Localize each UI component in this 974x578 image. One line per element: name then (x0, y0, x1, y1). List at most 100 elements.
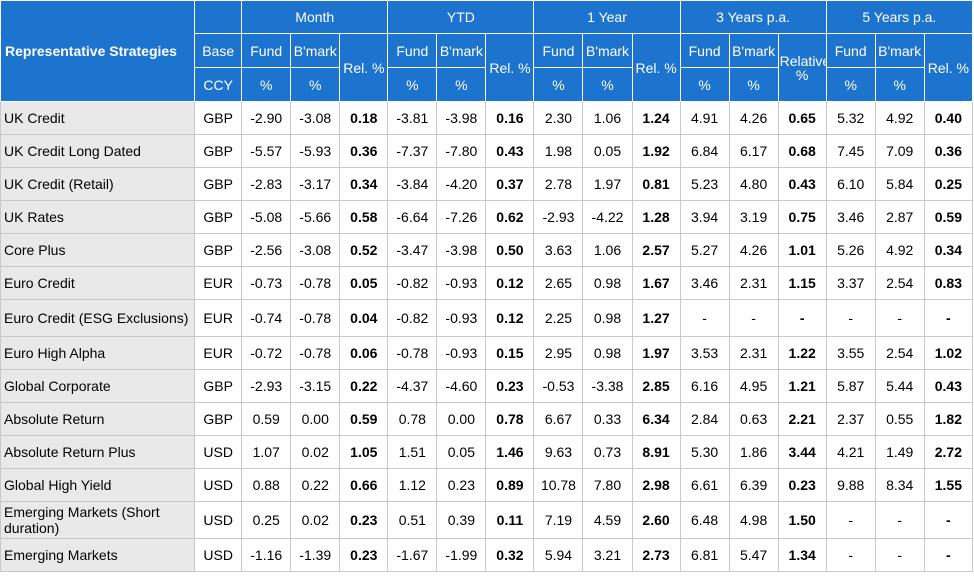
table-row: Emerging Markets (Short duration) USD 0.25… (0, 501, 974, 539)
relative-value-cell: 1.34 (777, 538, 827, 572)
relative-value-cell: 0.16 (485, 101, 535, 135)
bmark-value-cell: -1.39 (290, 538, 341, 572)
fund-value-cell: 6.61 (679, 468, 730, 502)
bmark-value-cell: - (874, 501, 925, 539)
table-row: Euro Credit EUR -0.73 -0.78 0.05 -0.82 -0.93 0.… (0, 266, 974, 300)
table-body: UK Credit GBP -2.90 -3.08 0.18 -3.81 -3.98 0.16… (0, 101, 974, 572)
relative-value-cell: 0.36 (923, 134, 974, 168)
table-row: Absolute Return Plus USD 1.07 0.02 1.05 1.51 0… (0, 435, 974, 469)
fund-value-cell: -0.72 (241, 336, 292, 370)
relative-value-cell: 0.36 (339, 134, 389, 168)
relative-value-cell: 0.68 (777, 134, 827, 168)
bmark-value-cell: 2.31 (728, 336, 779, 370)
relative-value-cell: 1.50 (777, 501, 827, 539)
fund-value-cell: - (825, 299, 876, 337)
bmark-value-cell: 3.19 (728, 200, 779, 234)
currency-cell: EUR (194, 336, 243, 370)
fund-value-cell: 5.26 (825, 233, 876, 267)
strategy-name: Absolute Return (0, 402, 196, 436)
fund-value-cell: -7.37 (387, 134, 438, 168)
bmark-value-cell: 0.98 (582, 336, 633, 370)
fund-unit: % (825, 67, 876, 102)
relative-value-cell: 0.23 (485, 369, 535, 403)
currency-cell: USD (194, 468, 243, 502)
relative-value-cell: 8.91 (631, 435, 681, 469)
bmark-value-cell: 0.00 (436, 402, 487, 436)
relative-value-cell: 0.05 (339, 266, 389, 300)
relative-value-cell: 0.66 (339, 468, 389, 502)
bmark-value-cell: 0.39 (436, 501, 487, 539)
fund-value-cell: 3.46 (679, 266, 730, 300)
bmark-value-cell: 0.63 (728, 402, 779, 436)
fund-value-cell: -0.82 (387, 299, 438, 337)
strategy-name: Global Corporate (0, 369, 196, 403)
rel-header: Rel. % (339, 33, 389, 102)
table-row: Euro High Alpha EUR -0.72 -0.78 0.06 -0.78 -0.… (0, 336, 974, 370)
fund-value-cell: 6.84 (679, 134, 730, 168)
bmark-value-cell: 0.00 (290, 402, 341, 436)
strategies-header: Representative Strategies (0, 0, 196, 102)
relative-value-cell: 0.23 (339, 501, 389, 539)
fund-value-cell: 2.84 (679, 402, 730, 436)
strategy-name: UK Credit Long Dated (0, 134, 196, 168)
fund-value-cell: -0.82 (387, 266, 438, 300)
strategy-name: Core Plus (0, 233, 196, 267)
bmark-value-cell: -0.93 (436, 336, 487, 370)
strategy-name: UK Credit (Retail) (0, 167, 196, 201)
fund-value-cell: 2.25 (533, 299, 584, 337)
bmark-value-cell: -7.80 (436, 134, 487, 168)
currency-cell: GBP (194, 134, 243, 168)
bmark-value-cell: -3.38 (582, 369, 633, 403)
relative-value-cell: 0.23 (339, 538, 389, 572)
relative-value-cell: 0.04 (339, 299, 389, 337)
relative-value-cell: 1.05 (339, 435, 389, 469)
fund-value-cell: 3.94 (679, 200, 730, 234)
bmark-value-cell: -0.93 (436, 266, 487, 300)
currency-cell: GBP (194, 200, 243, 234)
fund-value-cell: -1.16 (241, 538, 292, 572)
relative-value-cell: 2.57 (631, 233, 681, 267)
fund-value-cell: 2.78 (533, 167, 584, 201)
relative-value-cell: 0.18 (339, 101, 389, 135)
currency-cell: EUR (194, 299, 243, 337)
fund-value-cell: 0.88 (241, 468, 292, 502)
bmark-value-cell: - (728, 299, 779, 337)
bmark-unit: % (582, 67, 633, 102)
bmark-value-cell: 1.86 (728, 435, 779, 469)
bmark-value-cell: 0.73 (582, 435, 633, 469)
relative-value-cell: - (923, 299, 974, 337)
bmark-unit: % (290, 67, 341, 102)
fund-value-cell: -0.78 (387, 336, 438, 370)
relative-value-cell: 1.55 (923, 468, 974, 502)
rel-header: Rel. % (923, 33, 974, 102)
relative-value-cell: 1.97 (631, 336, 681, 370)
strategy-name: UK Credit (0, 101, 196, 135)
fund-header: Fund (387, 33, 438, 68)
bmark-value-cell: -3.08 (290, 101, 341, 135)
relative-value-cell: 0.43 (923, 369, 974, 403)
currency-cell: GBP (194, 369, 243, 403)
bmark-value-cell: 4.26 (728, 233, 779, 267)
fund-value-cell: -3.84 (387, 167, 438, 201)
relative-value-cell: 2.72 (923, 435, 974, 469)
fund-value-cell: 2.95 (533, 336, 584, 370)
fund-value-cell: 3.53 (679, 336, 730, 370)
fund-header: Fund (825, 33, 876, 68)
currency-cell: USD (194, 538, 243, 572)
bmark-value-cell: 4.98 (728, 501, 779, 539)
relative-value-cell: 0.58 (339, 200, 389, 234)
fund-value-cell: 2.65 (533, 266, 584, 300)
relative-value-cell: 2.73 (631, 538, 681, 572)
bmark-value-cell: -4.22 (582, 200, 633, 234)
bmark-value-cell: 0.33 (582, 402, 633, 436)
group-header-3y: 3 Years p.a. (679, 0, 827, 34)
fund-value-cell: 0.78 (387, 402, 438, 436)
fund-value-cell: 4.91 (679, 101, 730, 135)
bmark-value-cell: 7.09 (874, 134, 925, 168)
relative-value-cell: 2.21 (777, 402, 827, 436)
bmark-value-cell: -7.26 (436, 200, 487, 234)
relative-value-cell: 0.78 (485, 402, 535, 436)
fund-value-cell: -2.93 (533, 200, 584, 234)
fund-unit: % (241, 67, 292, 102)
rel-header: Rel. % (485, 33, 535, 102)
